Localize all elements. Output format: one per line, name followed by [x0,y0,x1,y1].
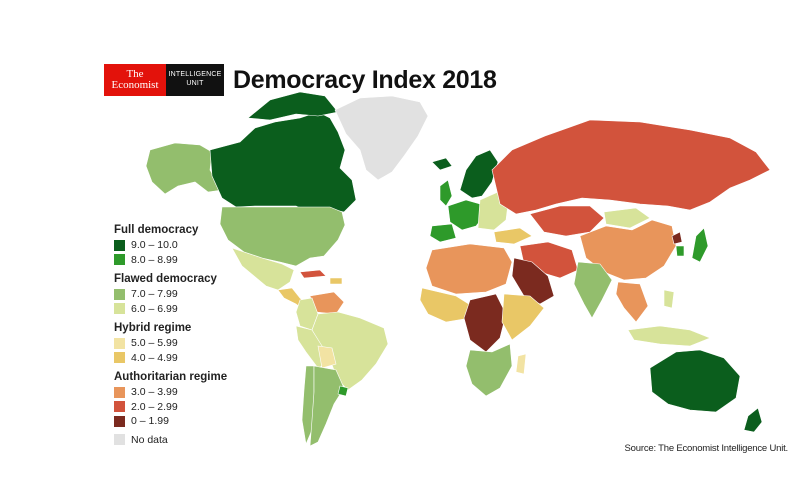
region-mongolia [603,207,651,229]
legend-group-title: Authoritarian regime [114,371,228,383]
legend-group-title: Flawed democracy [114,273,217,285]
legend-swatch [114,352,125,364]
legend-item-no-data: No data [114,433,284,448]
region-new-zealand [743,407,763,433]
legend-item: 0 – 1.99 [114,414,284,429]
legend-swatch [114,434,125,446]
legend-item: 8.0 – 8.99 [114,253,284,268]
intelligence-unit-logo: INTELLIGENCE UNIT [166,64,224,96]
region-australia [649,349,741,413]
region-canada [209,111,357,215]
legend-item: 5.0 – 5.99 [114,336,284,351]
region-east-africa [501,293,545,341]
region-saudi-arabia [511,257,555,305]
region-southern-africa [465,343,513,397]
legend: Full democracy 9.0 – 10.0 8.0 – 8.99 Fla… [114,224,284,447]
region-north-africa [425,243,513,295]
region-uk [439,179,453,207]
legend-swatch [114,254,125,266]
region-japan [691,227,709,263]
legend-item: 3.0 – 3.99 [114,385,284,400]
legend-group-full: Full democracy 9.0 – 10.0 8.0 – 8.99 [114,224,284,267]
map-title: Democracy Index 2018 [233,65,497,94]
region-bolivia [317,345,337,369]
legend-item: 9.0 – 10.0 [114,238,284,253]
region-scandinavia [459,149,499,199]
region-india [573,261,613,319]
region-west-africa [419,287,473,323]
legend-swatch [114,303,125,315]
header: The Economist INTELLIGENCE UNIT Democrac… [104,64,497,96]
region-turkey [493,227,533,245]
region-central-africa [463,293,507,353]
legend-group-hybrid: Hybrid regime 5.0 – 5.99 4.0 – 4.99 [114,322,284,365]
source-note: Source: The Economist Intelligence Unit. [624,443,789,454]
region-greenland [334,95,429,181]
legend-swatch [114,239,125,251]
legend-item: 4.0 – 4.99 [114,351,284,366]
legend-item: 2.0 – 2.99 [114,400,284,415]
region-indonesia [627,325,711,347]
region-kazakhstan [529,205,605,237]
legend-item: 6.0 – 6.99 [114,302,284,317]
region-caribbean [299,269,327,279]
legend-swatch [114,337,125,349]
economist-logo: The Economist [104,64,166,96]
region-usa [219,206,346,267]
legend-item: 7.0 – 7.99 [114,287,284,302]
region-uruguay [337,385,349,397]
region-mexico [231,247,295,291]
region-madagascar [515,353,527,375]
region-iberia [429,223,457,243]
region-caribbean-2 [329,277,343,285]
region-north-korea [671,231,683,245]
legend-swatch [114,288,125,300]
region-alaska [145,142,223,195]
legend-swatch [114,386,125,398]
legend-group-title: Full democracy [114,224,199,236]
region-iceland [431,157,453,171]
region-southeast-asia [615,281,649,323]
legend-swatch [114,401,125,413]
region-philippines [663,289,675,309]
region-russia [491,119,771,215]
legend-group-authoritarian: Authoritarian regime 3.0 – 3.99 2.0 – 2.… [114,371,284,429]
legend-swatch [114,415,125,427]
region-argentina [309,365,345,447]
legend-group-title: Hybrid regime [114,322,192,334]
legend-group-flawed: Flawed democracy 7.0 – 7.99 6.0 – 6.99 [114,273,284,316]
region-south-korea [675,245,685,257]
